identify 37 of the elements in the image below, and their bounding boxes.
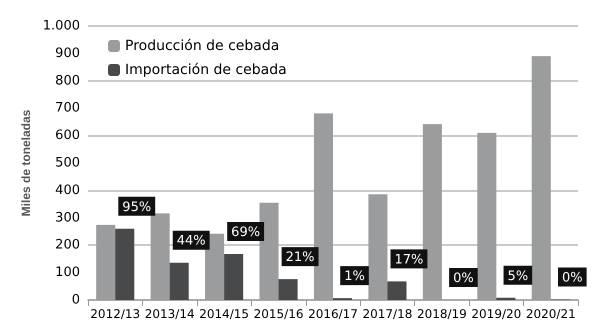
annotation: 69% [231,224,260,240]
y-tick-label: 900 [55,46,80,61]
bar [387,281,406,300]
legend-label: Producción de cebada [125,38,280,54]
y-tick-label: 300 [55,210,80,226]
x-tick-label: 2018/19 [416,307,467,321]
bar [170,262,189,300]
x-tick-label: 2020/21 [526,307,576,321]
y-tick-label: 200 [55,238,80,253]
x-tick-label: 2019/20 [471,307,522,321]
annotation: 0% [453,271,474,286]
x-tick-label: 2014/15 [199,307,250,321]
annotation: 1% [344,269,365,284]
x-tick-label: 2017/18 [362,307,412,321]
annotation: 0% [562,270,583,286]
bar [278,279,298,300]
annotation: 17% [394,252,424,268]
annotation: 95% [122,200,152,215]
x-tick-label: 2016/17 [308,307,358,321]
y-tick-label: 700 [55,100,80,116]
y-tick-label: 0 [72,292,80,308]
x-tick-label: 2013/14 [144,307,195,321]
bar [115,228,134,300]
bar [224,254,244,300]
annotation: 5% [508,268,528,284]
y-tick-label: 600 [55,128,80,144]
y-tick-label: 500 [55,156,80,170]
y-tick-label: 100 [55,265,80,280]
x-tick-label: 2015/16 [254,307,304,321]
x-tick-label: 2012/13 [90,307,140,321]
y-axis-title: Miles de toneladas [18,109,33,216]
legend-label: Importación de cebada [125,62,287,78]
y-tick-label: 400 [55,182,80,198]
annotation: 44% [176,234,206,249]
y-tick-label: 800 [55,73,80,88]
annotation: 21% [286,250,315,266]
y-tick-label: 1.000 [42,18,80,34]
